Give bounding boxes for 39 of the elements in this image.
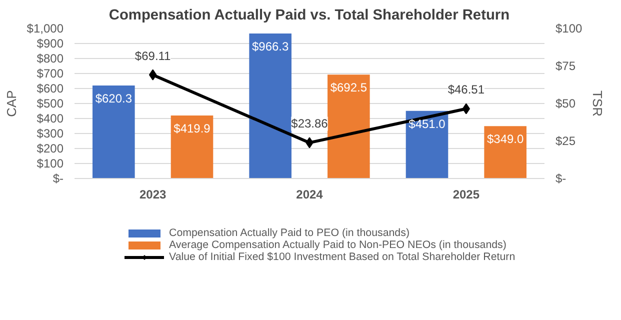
data-label: $419.9 [174,122,211,136]
data-label: $966.3 [252,40,290,54]
y-tick-label: $300 [36,126,64,140]
y-tick-label: $100 [36,156,64,170]
bar [484,126,526,178]
y-tick-label: $700 [36,66,64,80]
y2-tick-label: $25 [556,134,576,148]
data-label: $451.0 [408,116,446,131]
bar [92,85,135,178]
bar [328,74,370,178]
y-tick-label: $200 [36,142,64,156]
y-axis-title: CAP [4,90,19,117]
x-tick-label: 2023 [139,188,167,202]
y-tick-label: $1,000 [26,22,64,36]
x-tick-label: 2024 [296,188,324,202]
y-tick-label: $- [52,172,64,186]
y-tick-label: $600 [36,82,64,96]
chart-title: Compensation Actually Paid vs. Total Shareholder Return [108,8,510,24]
data-label: $620.3 [95,91,132,106]
bar [170,116,214,178]
x-tick-label: 2025 [452,188,480,202]
data-label: $46.51 [448,82,485,97]
data-label: $69.11 [134,48,172,63]
legend-label: Value of Initial Fixed $100 Investment Based on Total Shareholder Return [169,251,516,263]
y-tick-label: $400 [36,112,64,126]
y-tick-label: $900 [36,36,64,50]
y-tick-label: $800 [36,52,64,66]
y2-tick-label: $- [556,172,566,186]
data-label: $23.86 [291,116,328,131]
y2-tick-label: $50 [556,96,576,110]
bar [249,34,292,178]
legend-label: Compensation Actually Paid to PEO (in thousands) [169,227,410,239]
y2-axis-title: TSR [590,90,606,116]
data-label: $692.5 [330,80,368,95]
y2-tick-label: $100 [556,22,583,36]
y-tick-label: $500 [36,96,64,110]
data-label: $349.0 [486,132,524,146]
legend-label: Average Compensation Actually Paid to Non-PEO NEOs (in thousands) [169,239,506,251]
y2-tick-label: $75 [556,59,576,73]
